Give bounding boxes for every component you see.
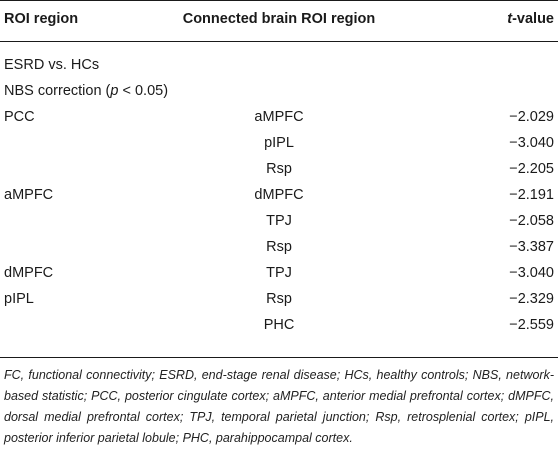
t-value-cell: −2.191 (509, 187, 554, 203)
correction-label: NBS correction (p < 0.05) (4, 83, 168, 99)
header-t-value: t-value (507, 11, 554, 27)
table-row: PCC aMPFC −2.029 (0, 104, 558, 130)
group-label: ESRD vs. HCs (4, 57, 100, 73)
table-row: TPJ −2.058 (0, 208, 558, 234)
t-value-cell: −2.029 (509, 109, 554, 125)
roi-cell: PCC (4, 109, 35, 125)
roi-cell: dMPFC (4, 265, 54, 281)
connected-cell: pIPL (264, 135, 294, 151)
connected-cell: PHC (263, 317, 295, 333)
connected-cell: TPJ (266, 265, 292, 281)
header-roi-region: ROI region (4, 11, 79, 27)
connected-cell: Rsp (266, 161, 292, 177)
header-t-suffix: -value (512, 11, 554, 27)
table-row: Rsp −2.205 (0, 156, 558, 182)
table-row: PHC −2.559 (0, 312, 558, 338)
correction-row: NBS correction (p < 0.05) (0, 78, 558, 104)
group-label-row: ESRD vs. HCs (0, 52, 558, 78)
results-table: ROI region Connected brain ROI region t-… (0, 0, 558, 338)
correction-p: p (110, 83, 119, 99)
table-row: pIPL Rsp −2.329 (0, 286, 558, 312)
header-t-italic: t (507, 11, 513, 27)
connected-cell: Rsp (266, 239, 292, 255)
table-row: Rsp −3.387 (0, 234, 558, 260)
correction-prefix: NBS correction ( (4, 83, 111, 99)
roi-cell: pIPL (4, 291, 34, 307)
table-footnote: FC, functional connectivity; ESRD, end-s… (4, 368, 554, 445)
t-value-cell: −3.040 (509, 135, 554, 151)
connected-cell: aMPFC (254, 109, 304, 125)
t-value-cell: −3.040 (509, 265, 554, 281)
table-row: dMPFC TPJ −3.040 (0, 260, 558, 286)
t-value-cell: −2.205 (509, 161, 554, 177)
correction-suffix: < 0.05) (118, 83, 169, 99)
table-row: pIPL −3.040 (0, 130, 558, 156)
t-value-cell: −2.559 (509, 317, 554, 333)
connected-cell: Rsp (266, 291, 292, 307)
table-row: aMPFC dMPFC −2.191 (0, 182, 558, 208)
t-value-cell: −2.058 (509, 213, 554, 229)
header-connected-roi-region: Connected brain ROI region (182, 11, 376, 27)
table-header: ROI region Connected brain ROI region t-… (0, 0, 558, 42)
table-bottom-rule (0, 357, 558, 358)
connected-cell: TPJ (266, 213, 292, 229)
t-value-cell: −2.329 (509, 291, 554, 307)
t-value-cell: −3.387 (509, 239, 554, 255)
roi-cell: aMPFC (4, 187, 54, 203)
connected-cell: dMPFC (254, 187, 304, 203)
